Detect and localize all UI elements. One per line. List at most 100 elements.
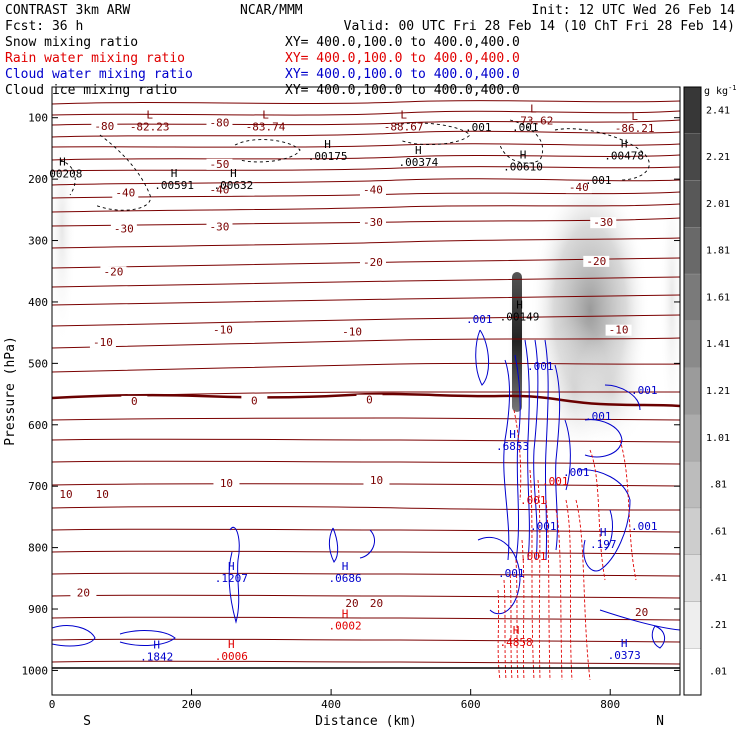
cloud-label: .001 bbox=[466, 313, 493, 326]
y-tick-label: 1000 bbox=[22, 664, 49, 677]
colorbar-label: 1.41 bbox=[706, 339, 730, 350]
isotherm-line bbox=[52, 237, 680, 249]
rain-label: .001 bbox=[520, 494, 547, 507]
colorbar-swatch bbox=[683, 86, 702, 134]
snow-high-marker: H bbox=[324, 138, 331, 151]
isotherm-label: 20 bbox=[635, 606, 648, 619]
colorbar-swatch bbox=[683, 554, 702, 602]
isotherm-label-bg bbox=[356, 394, 383, 406]
axis-ticks: 0 200 400 600 800100200300400500600700800900… bbox=[22, 112, 680, 711]
rain-contour bbox=[521, 539, 525, 681]
isotherm-line bbox=[52, 460, 680, 465]
rain-high-marker: H bbox=[513, 624, 520, 637]
cloud-contour bbox=[475, 329, 489, 386]
isotherm-label: -40 bbox=[210, 184, 230, 197]
snow-high-marker: H bbox=[520, 149, 527, 162]
snow-high-value: .00208 bbox=[43, 167, 83, 180]
isotherm-label: -40 bbox=[115, 187, 135, 200]
rain-high-marker: H bbox=[342, 607, 349, 620]
cloud-contour bbox=[52, 625, 96, 647]
rain-high-value: .0002 bbox=[329, 619, 362, 632]
colorbar: 2.41 2.21 2.01 1.81 1.61 1.41 1.21 1.01 .81 .61 .4… bbox=[683, 84, 737, 696]
low-value: -86.21 bbox=[615, 122, 655, 135]
isotherm-label: 20 bbox=[77, 587, 90, 600]
ice-contour bbox=[554, 128, 650, 181]
isotherm-line bbox=[52, 178, 680, 186]
rain-contour bbox=[503, 579, 507, 681]
cloud-contour bbox=[328, 527, 339, 563]
cloud-high-value: .197 bbox=[590, 538, 617, 551]
isotherm-label: 20 bbox=[370, 597, 383, 610]
isotherm-line bbox=[52, 143, 680, 148]
isotherm-label: -40 bbox=[569, 181, 589, 194]
ice-label: .001 bbox=[512, 121, 539, 134]
ice-label: .001 bbox=[585, 174, 612, 187]
colorbar-swatches: 2.41 2.21 2.01 1.81 1.61 1.41 1.21 1.01 .81 .61 .4… bbox=[683, 86, 730, 696]
isotherm-label: -80 bbox=[210, 117, 230, 130]
isotherm-label-bg bbox=[565, 182, 592, 194]
header: CONTRAST 3km ARW NCAR/MMM Init: 12 UTC W… bbox=[5, 3, 735, 34]
low-value: -73.62 bbox=[514, 114, 554, 127]
isotherm-label-bg bbox=[91, 120, 118, 132]
cloud-high-value: .1842 bbox=[140, 651, 173, 664]
isotherm-label: -10 bbox=[213, 324, 233, 337]
colorbar-frame bbox=[683, 86, 702, 696]
colorbar-label: .21 bbox=[709, 620, 727, 631]
cloud-contour bbox=[651, 625, 666, 649]
isotherm-label-bg bbox=[628, 607, 655, 619]
y-tick-label: 700 bbox=[28, 480, 48, 493]
colorbar-swatch bbox=[683, 273, 702, 322]
cloud-contour bbox=[604, 384, 641, 411]
init-time: Init: 12 UTC Wed 26 Feb 14 bbox=[532, 3, 736, 18]
valid-time: Valid: 00 UTC Fri 28 Feb 14 (10 ChT Fri … bbox=[344, 19, 735, 34]
colorbar-label: 2.21 bbox=[706, 152, 730, 163]
isotherm-label-bg bbox=[359, 257, 386, 269]
cloud-contour bbox=[228, 527, 240, 624]
cloud-high-marker: H bbox=[600, 526, 607, 539]
isotherm-line bbox=[52, 438, 680, 443]
cloud-high-marker: H bbox=[153, 639, 160, 652]
ice-label: .001 bbox=[465, 121, 492, 134]
cloud-high-marker: H bbox=[621, 637, 628, 650]
cloud-label: .001 bbox=[563, 466, 590, 479]
rain-high-value: .0006 bbox=[215, 650, 248, 663]
rain-high-value: .4858 bbox=[499, 636, 532, 649]
snow-high-value: .00591 bbox=[154, 179, 194, 192]
cloud-label: .001 bbox=[631, 520, 658, 533]
cloud-label: .001 bbox=[498, 567, 525, 580]
isotherm-line bbox=[52, 203, 680, 213]
minimum-labels: L-82.23L-83.74L-88.67L-73.62 L-86.21 bbox=[130, 102, 655, 134]
isotherm-line bbox=[52, 506, 680, 511]
y-axis-title: Pressure (hPa) bbox=[3, 336, 18, 446]
isotherm-label-bg bbox=[206, 117, 233, 129]
isotherm-line bbox=[52, 337, 680, 349]
snow-edge-left bbox=[52, 110, 76, 350]
isotherm-label: 10 bbox=[370, 474, 383, 487]
colorbar-label: .81 bbox=[709, 480, 727, 491]
contour-value-labels: .001 .001 .001 .001 .001 .001 .001 .001 … bbox=[465, 121, 658, 580]
ice-contour bbox=[94, 134, 151, 211]
field-name-snow: Snow mixing ratio bbox=[5, 35, 138, 50]
isotherm-label: 0 bbox=[251, 394, 258, 407]
snow-high-value: .00149 bbox=[500, 310, 540, 323]
snow-edge-right bbox=[660, 160, 680, 440]
isotherm-line bbox=[52, 362, 680, 373]
colorbar-swatch bbox=[683, 460, 702, 509]
cloud-label: .001 bbox=[530, 520, 557, 533]
y-tick-label: 800 bbox=[28, 542, 48, 555]
colorbar-swatch bbox=[683, 414, 702, 462]
isotherm-label-bg bbox=[605, 324, 632, 336]
colorbar-swatch bbox=[683, 227, 702, 275]
cloud-contour bbox=[599, 609, 680, 631]
zero-isotherm bbox=[52, 392, 680, 408]
cloud-contour bbox=[577, 469, 631, 572]
snow-high-marker: H bbox=[59, 155, 66, 168]
isotherm-label-bg bbox=[89, 489, 116, 501]
isotherm-label-bg bbox=[206, 221, 233, 233]
isotherm-label: -30 bbox=[593, 216, 613, 229]
rain-contour bbox=[555, 509, 563, 681]
isotherm-label: -30 bbox=[114, 222, 134, 235]
isotherm-label-bg bbox=[241, 395, 268, 407]
